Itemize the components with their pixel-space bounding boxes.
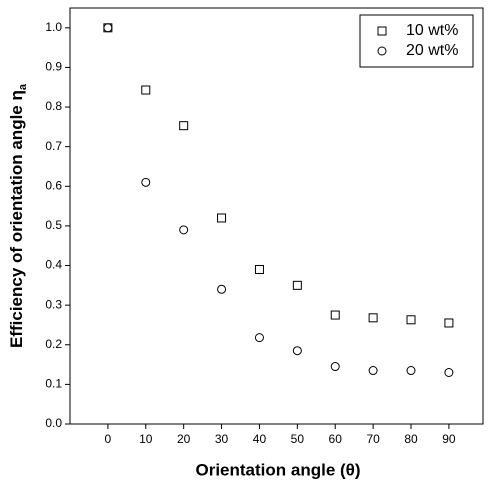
point bbox=[406, 315, 416, 325]
point bbox=[254, 333, 264, 343]
y-tick-label: 0.2 bbox=[45, 337, 62, 351]
plot-frame bbox=[69, 7, 484, 425]
point bbox=[103, 23, 113, 33]
y-tick-label: 0.3 bbox=[45, 297, 62, 311]
legend-label: 10 wt% bbox=[406, 22, 458, 39]
point bbox=[217, 213, 227, 223]
x-axis-title: Orientation angle (θ) bbox=[195, 460, 360, 479]
y-tick-label: 1.0 bbox=[45, 20, 62, 34]
x-tick-label: 50 bbox=[291, 432, 305, 446]
y-tick-label: 0.9 bbox=[45, 60, 62, 74]
y-tick-label: 0.6 bbox=[45, 178, 62, 192]
legend-marker bbox=[377, 46, 387, 56]
x-tick-label: 30 bbox=[215, 432, 229, 446]
point bbox=[330, 310, 340, 320]
point bbox=[217, 284, 227, 294]
point bbox=[254, 264, 264, 274]
point bbox=[406, 366, 416, 376]
x-tick-label: 20 bbox=[177, 432, 191, 446]
point bbox=[330, 362, 340, 372]
point bbox=[444, 367, 454, 377]
point bbox=[292, 346, 302, 356]
y-tick-label: 0.1 bbox=[45, 377, 62, 391]
point bbox=[444, 318, 454, 328]
y-tick-label: 0.0 bbox=[45, 416, 62, 430]
x-tick-label: 80 bbox=[404, 432, 418, 446]
x-tick-label: 0 bbox=[105, 432, 112, 446]
y-axis-title-sub: a bbox=[17, 83, 29, 90]
x-tick-label: 90 bbox=[442, 432, 456, 446]
point bbox=[368, 313, 378, 323]
y-axis-title-main: Efficiency of orientation angle η bbox=[7, 90, 26, 348]
x-tick-label: 70 bbox=[366, 432, 380, 446]
y-axis-title: Efficiency of orientation angle ηa bbox=[7, 83, 28, 348]
legend-label: 20 wt% bbox=[406, 42, 458, 59]
point bbox=[179, 225, 189, 235]
legend-box bbox=[359, 14, 474, 68]
legend-marker bbox=[377, 26, 387, 36]
y-tick-label: 0.8 bbox=[45, 99, 62, 113]
point bbox=[141, 177, 151, 187]
x-tick-label: 10 bbox=[139, 432, 153, 446]
point bbox=[368, 366, 378, 376]
x-tick-label: 40 bbox=[253, 432, 267, 446]
y-tick-label: 0.7 bbox=[45, 139, 62, 153]
x-tick-label: 60 bbox=[329, 432, 343, 446]
y-tick-label: 0.4 bbox=[45, 258, 62, 272]
point bbox=[141, 85, 151, 95]
y-tick-label: 0.5 bbox=[45, 218, 62, 232]
point bbox=[179, 121, 189, 131]
point bbox=[292, 280, 302, 290]
